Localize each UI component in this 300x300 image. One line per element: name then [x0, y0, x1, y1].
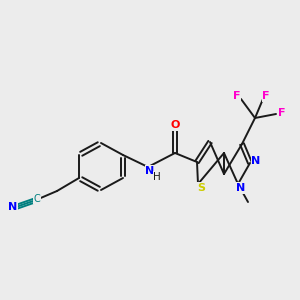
Text: F: F — [278, 108, 286, 118]
Text: N: N — [8, 202, 18, 212]
Text: C: C — [34, 194, 40, 204]
Text: N: N — [236, 183, 246, 193]
Text: N: N — [251, 156, 261, 166]
Text: H: H — [153, 172, 161, 182]
Text: F: F — [262, 91, 270, 101]
Text: F: F — [233, 91, 241, 101]
Text: S: S — [197, 183, 205, 193]
Text: N: N — [146, 166, 154, 176]
Text: O: O — [170, 120, 180, 130]
